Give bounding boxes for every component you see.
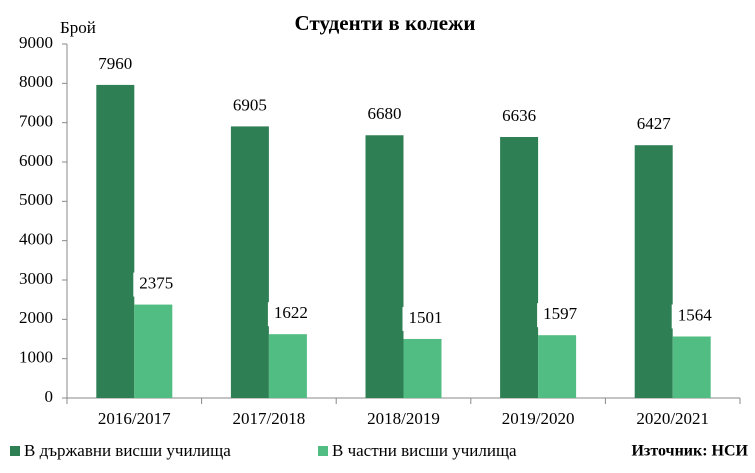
bar <box>403 338 442 398</box>
x-tick-label: 2016/2017 <box>98 409 171 428</box>
data-label: 6636 <box>502 106 536 125</box>
legend-label: В частни висши училища <box>332 441 517 460</box>
data-label: 1501 <box>409 308 443 327</box>
bar <box>500 136 539 398</box>
y-tick-label: 5000 <box>19 190 53 209</box>
data-label: 1597 <box>543 304 578 323</box>
y-tick-label: 2000 <box>19 308 53 327</box>
legend-swatch <box>318 446 328 456</box>
data-label: 1564 <box>678 305 713 324</box>
y-axis-label: Брой <box>60 18 96 37</box>
x-tick-label: 2020/2021 <box>636 409 709 428</box>
data-label: 6680 <box>368 104 402 123</box>
bar <box>268 334 307 398</box>
y-tick-label: 1000 <box>19 348 53 367</box>
y-tick-label: 7000 <box>19 112 53 131</box>
y-tick-label: 6000 <box>19 151 53 170</box>
y-tick-label: 3000 <box>19 269 53 288</box>
x-tick-label: 2017/2018 <box>233 409 306 428</box>
label-background <box>671 304 718 329</box>
bar <box>634 145 673 398</box>
label-background <box>537 303 584 328</box>
data-label: 6427 <box>637 114 672 133</box>
label-background <box>267 302 314 327</box>
x-tick-label: 2019/2020 <box>502 409 575 428</box>
legend-label: В държавни висши училища <box>24 441 231 460</box>
data-label: 1622 <box>274 303 308 322</box>
bar <box>538 335 577 398</box>
y-tick-label: 8000 <box>19 72 53 91</box>
bar <box>672 336 711 398</box>
source-note: Източник: НСИ <box>631 443 748 460</box>
y-tick-label: 9000 <box>19 33 53 52</box>
legend-swatch <box>10 446 20 456</box>
data-label: 7960 <box>98 54 132 73</box>
bar <box>96 84 135 398</box>
data-label: 6905 <box>233 95 267 114</box>
chart-title: Студенти в колежи <box>295 11 476 35</box>
bar <box>134 304 173 398</box>
bar <box>365 135 404 398</box>
x-tick-label: 2018/2019 <box>367 409 440 428</box>
label-background <box>133 272 180 297</box>
label-background <box>402 306 449 331</box>
bar <box>230 126 269 399</box>
y-tick-label: 4000 <box>19 230 53 249</box>
y-tick-label: 0 <box>45 387 54 406</box>
data-label: 2375 <box>139 273 173 292</box>
